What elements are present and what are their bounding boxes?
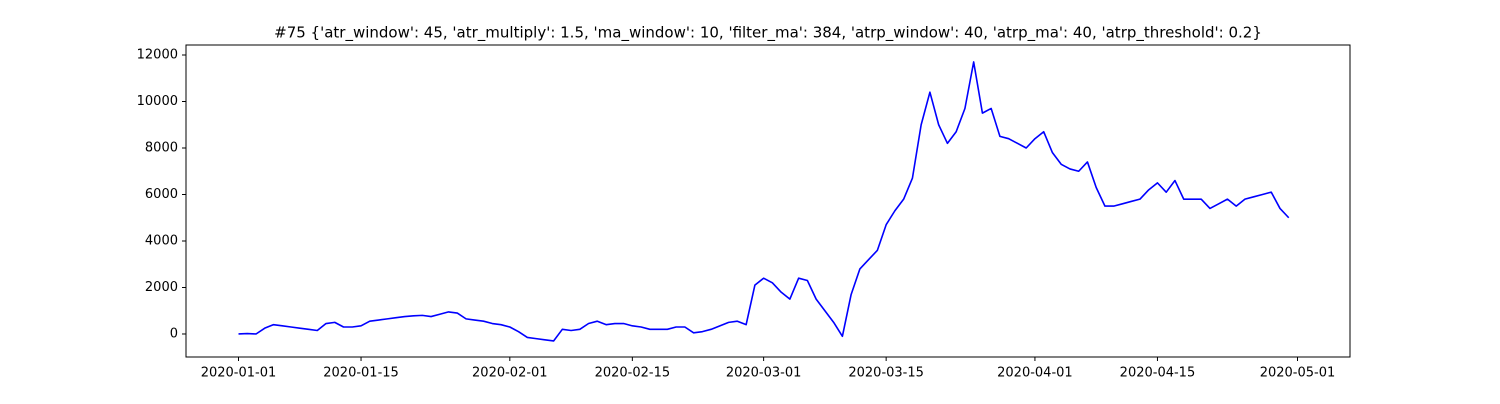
x-tick-label: 2020-02-15 xyxy=(595,366,671,381)
y-tick-label: 12000 xyxy=(137,47,178,62)
y-tick-label: 2000 xyxy=(145,280,178,295)
x-tick-label: 2020-01-01 xyxy=(201,366,277,381)
x-tick-label: 2020-01-15 xyxy=(323,366,399,381)
x-tick-label: 2020-04-01 xyxy=(997,366,1073,381)
x-tick-label: 2020-02-01 xyxy=(472,366,548,381)
y-tick-label: 8000 xyxy=(145,140,178,155)
x-tick-label: 2020-04-15 xyxy=(1120,366,1196,381)
data-line xyxy=(238,61,1290,342)
y-tick-label: 10000 xyxy=(137,94,178,109)
chart-title: #75 {'atr_window': 45, 'atr_multiply': 1… xyxy=(274,24,1262,43)
y-tick-label: 4000 xyxy=(145,233,178,248)
x-tick-label: 2020-03-15 xyxy=(848,366,924,381)
x-tick-label: 2020-05-01 xyxy=(1260,366,1336,381)
axes-frame xyxy=(185,44,1351,358)
x-tick-label: 2020-03-01 xyxy=(726,366,802,381)
y-tick-label: 6000 xyxy=(145,187,178,202)
y-tick-label: 0 xyxy=(170,326,178,341)
